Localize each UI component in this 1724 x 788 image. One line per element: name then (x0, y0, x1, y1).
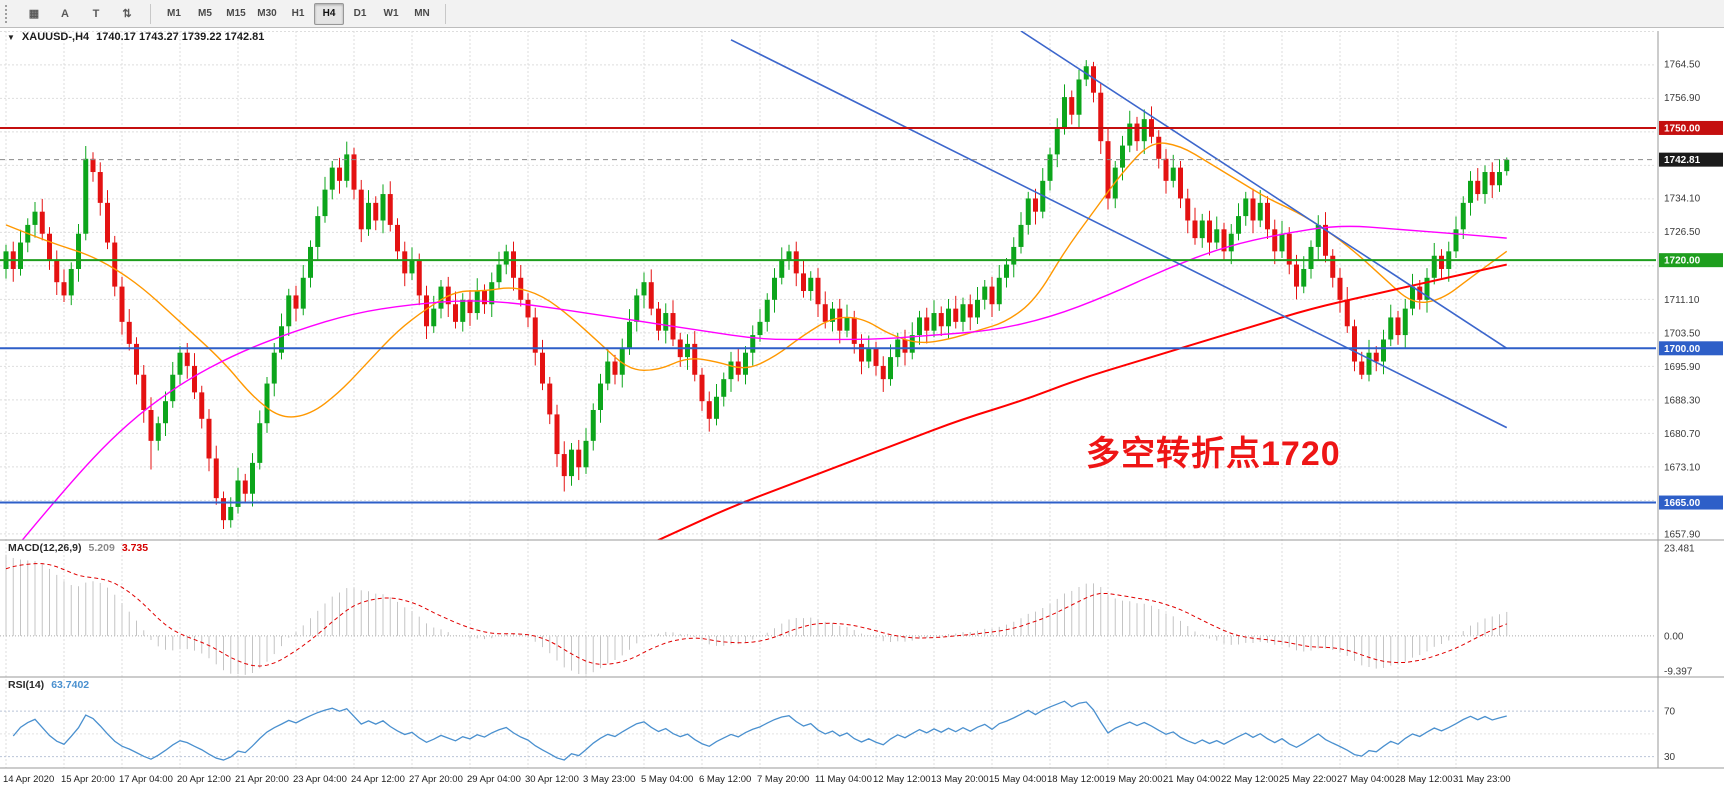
timeframe-button-m5[interactable]: M5 (198, 7, 212, 19)
rsi-panel: 70 30 (0, 700, 1676, 763)
level-price-tag: 1700.00 (1659, 341, 1723, 356)
timeframe-button-m1[interactable]: M1 (167, 7, 181, 19)
timeframe-button-h1[interactable]: H1 (291, 7, 305, 19)
time-axis-label: 15 May 04:00 (989, 774, 1047, 785)
timeframe-button-d1[interactable]: D1 (353, 7, 367, 19)
time-axis-label: 14 Apr 2020 (3, 774, 54, 785)
price-tick-label: 1726.50 (1664, 227, 1701, 238)
time-axis[interactable]: 14 Apr 2020 15 Apr 20:00 17 Apr 04:00 20 Ap… (3, 774, 1511, 785)
macd-axis-label: -9.397 (1664, 666, 1693, 677)
macd-axis-label: 0.00 (1664, 631, 1684, 642)
level-price-tag: 1720.00 (1659, 253, 1723, 268)
time-axis-label: 20 Apr 12:00 (177, 774, 231, 785)
price-tick-label: 1734.10 (1664, 194, 1701, 205)
drawing-tools-group: ▦ A T ⇅ (19, 3, 142, 25)
price-tick-label: 1657.90 (1664, 529, 1701, 540)
time-axis-label: 3 May 23:00 (583, 774, 635, 785)
macd-panel: 23.481 0.00 -9.397 (0, 543, 1695, 677)
price-tick-label: 1680.70 (1664, 429, 1701, 440)
grid-layer (0, 30, 1656, 768)
trendline-1[interactable] (730, 39, 1508, 429)
rsi-axis-label: 30 (1664, 752, 1676, 763)
time-axis-label: 19 May 20:00 (1105, 774, 1163, 785)
timeframe-button-m15[interactable]: M15 (226, 7, 246, 19)
macd-main-value: 5.209 (88, 542, 115, 554)
macd-signal-value: 3.735 (121, 542, 149, 554)
svg-text:1700.00: 1700.00 (1664, 344, 1701, 355)
price-tick-label: 1756.90 (1664, 93, 1701, 104)
time-axis-label: 24 Apr 12:00 (351, 774, 405, 785)
macd-indicator-label: MACD(12,26,9) 5.209 3.735 (8, 542, 148, 554)
rsi-axis-label: 70 (1664, 707, 1676, 718)
trendline-2[interactable] (1020, 31, 1508, 349)
timeframe-button-h4[interactable]: H4 (314, 2, 344, 25)
time-axis-label: 28 May 12:00 (1395, 774, 1453, 785)
time-axis-label: 31 May 23:00 (1453, 774, 1511, 785)
main-toolbar: ▦ A T ⇅ M1 M5 M15 M30 H1 H4 D1 W1 MN (0, 0, 1724, 28)
symbol-period-label: XAUUSD-,H4 (21, 31, 90, 43)
timeframes-group: M1 M5 M15 M30 H1 H4 D1 W1 MN (159, 2, 437, 25)
ohlc-values: 1740.17 1743.27 1739.22 1742.81 (96, 31, 265, 43)
toolbar-separator (445, 3, 446, 24)
time-axis-label: 7 May 20:00 (757, 774, 809, 785)
time-axis-label: 21 May 04:00 (1163, 774, 1221, 785)
svg-text:1742.81: 1742.81 (1664, 155, 1701, 166)
chart-title: ▼ XAUUSD-,H4 1740.17 1743.27 1739.22 174… (7, 31, 264, 43)
time-axis-label: 30 Apr 12:00 (525, 774, 579, 785)
time-axis-label: 27 Apr 20:00 (409, 774, 463, 785)
rsi-line (12, 700, 1507, 761)
time-axis-label: 6 May 12:00 (699, 774, 751, 785)
ma-slow-red (656, 263, 1507, 540)
time-axis-label: 15 Apr 20:00 (61, 774, 115, 785)
current-price-tag: 1742.81 (1659, 152, 1723, 167)
rsi-value: 63.7402 (51, 679, 90, 691)
time-axis-label: 11 May 04:00 (815, 774, 872, 785)
chart-canvas[interactable]: 1764.50 1756.90 1734.10 1726.50 1711.10 1703.… (0, 28, 1724, 788)
time-axis-label: 12 May 12:00 (873, 774, 931, 785)
ma-fast-orange (5, 142, 1508, 418)
time-axis-label: 29 Apr 04:00 (467, 774, 521, 785)
time-axis-label: 22 May 12:00 (1221, 774, 1279, 785)
hlines-layer (0, 126, 1656, 504)
svg-text:1750.00: 1750.00 (1664, 123, 1701, 134)
rsi-indicator-label: RSI(14) 63.7402 (8, 679, 89, 691)
price-scale[interactable]: 1764.50 1756.90 1734.10 1726.50 1711.10 1703.… (1657, 31, 1723, 768)
scale-arrows-icon[interactable]: ⇅ (122, 7, 132, 20)
time-axis-label: 21 Apr 20:00 (235, 774, 289, 785)
time-axis-label: 17 Apr 04:00 (119, 774, 173, 785)
svg-text:1665.00: 1665.00 (1664, 498, 1701, 509)
time-axis-label: 25 May 22:00 (1279, 774, 1337, 785)
rsi-name: RSI(14) (8, 679, 45, 691)
chart-text-annotation[interactable]: 多空转折点1720 (1086, 435, 1341, 473)
price-tick-label: 1764.50 (1664, 60, 1701, 71)
chart-grid-icon[interactable]: ▦ (28, 7, 40, 20)
macd-name: MACD(12,26,9) (8, 542, 82, 554)
time-axis-label: 13 May 20:00 (931, 774, 989, 785)
time-axis-label: 18 May 12:00 (1047, 774, 1105, 785)
toolbar-separator (150, 3, 151, 24)
macd-axis-label: 23.481 (1664, 543, 1695, 554)
timeframe-button-mn[interactable]: MN (414, 7, 430, 19)
timeframe-button-m30[interactable]: M30 (257, 7, 277, 19)
price-tick-label: 1695.90 (1664, 362, 1701, 373)
timeframe-button-w1[interactable]: W1 (383, 7, 399, 19)
toolbar-grip[interactable] (5, 4, 12, 23)
price-tick-label: 1673.10 (1664, 462, 1701, 473)
one-click-trading-arrow[interactable]: ▼ (7, 32, 15, 42)
price-tick-label: 1688.30 (1664, 395, 1701, 406)
text-label-icon[interactable]: A (61, 7, 69, 20)
level-price-tag: 1750.00 (1659, 120, 1723, 135)
svg-text:1720.00: 1720.00 (1664, 256, 1701, 267)
price-tick-label: 1711.10 (1664, 295, 1700, 306)
time-axis-label: 23 Apr 04:00 (293, 774, 347, 785)
level-price-tag: 1665.00 (1659, 495, 1723, 510)
time-axis-label: 5 May 04:00 (641, 774, 693, 785)
text-tool-icon[interactable]: T (92, 7, 100, 20)
price-tick-label: 1703.50 (1664, 328, 1701, 339)
time-axis-label: 27 May 04:00 (1337, 774, 1395, 785)
